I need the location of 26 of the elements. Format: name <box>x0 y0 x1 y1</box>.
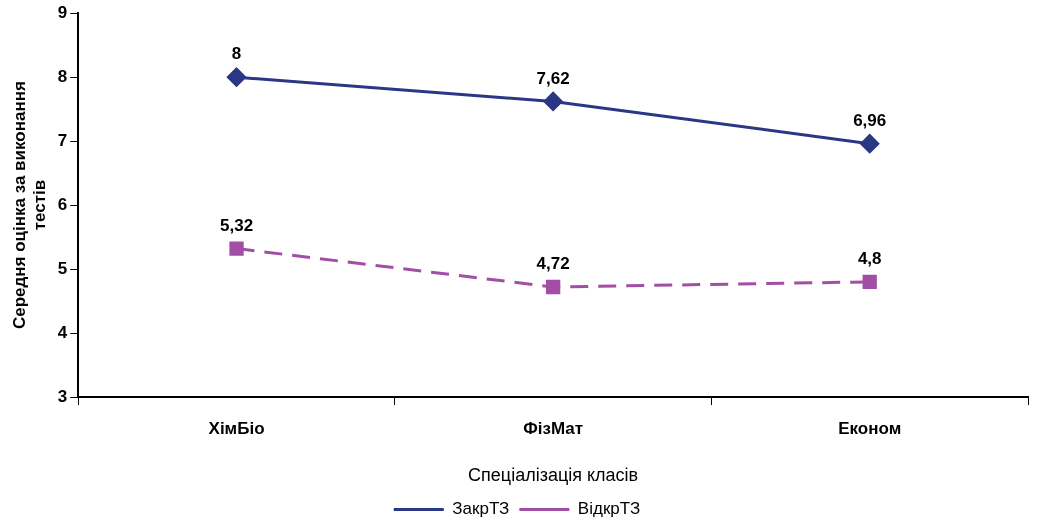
data-label: 7,62 <box>536 68 570 88</box>
x-tick-label: ХімБіо <box>208 418 265 438</box>
y-axis-title: Середня оцінка за виконання тестів <box>9 81 50 330</box>
x-tick-label: ФізМат <box>523 418 584 438</box>
y-tick-label: 4 <box>57 322 68 342</box>
y-tick-label: 5 <box>57 258 68 278</box>
data-label: 4,72 <box>536 254 570 274</box>
y-tick-label: 3 <box>57 386 68 406</box>
point <box>862 274 877 290</box>
y-tick-label: 8 <box>57 66 68 86</box>
y-tick-label: 6 <box>57 194 68 214</box>
data-label: 4,8 <box>857 249 882 269</box>
data-label: 8 <box>231 44 242 64</box>
x-axis-title: Спеціалізація класів <box>468 465 639 486</box>
x-tick-label: Економ <box>838 418 902 438</box>
point <box>545 279 561 295</box>
point <box>227 67 247 87</box>
point <box>860 134 880 154</box>
data-label: 5,32 <box>220 215 254 235</box>
point <box>543 91 563 111</box>
legend-label: ЗакрТЗ <box>452 499 510 519</box>
data-label: 6,96 <box>853 110 887 130</box>
point <box>229 241 244 256</box>
legend-label: ВідкрТЗ <box>577 499 641 519</box>
y-tick-label: 9 <box>57 2 68 22</box>
y-tick-label: 7 <box>57 130 68 150</box>
